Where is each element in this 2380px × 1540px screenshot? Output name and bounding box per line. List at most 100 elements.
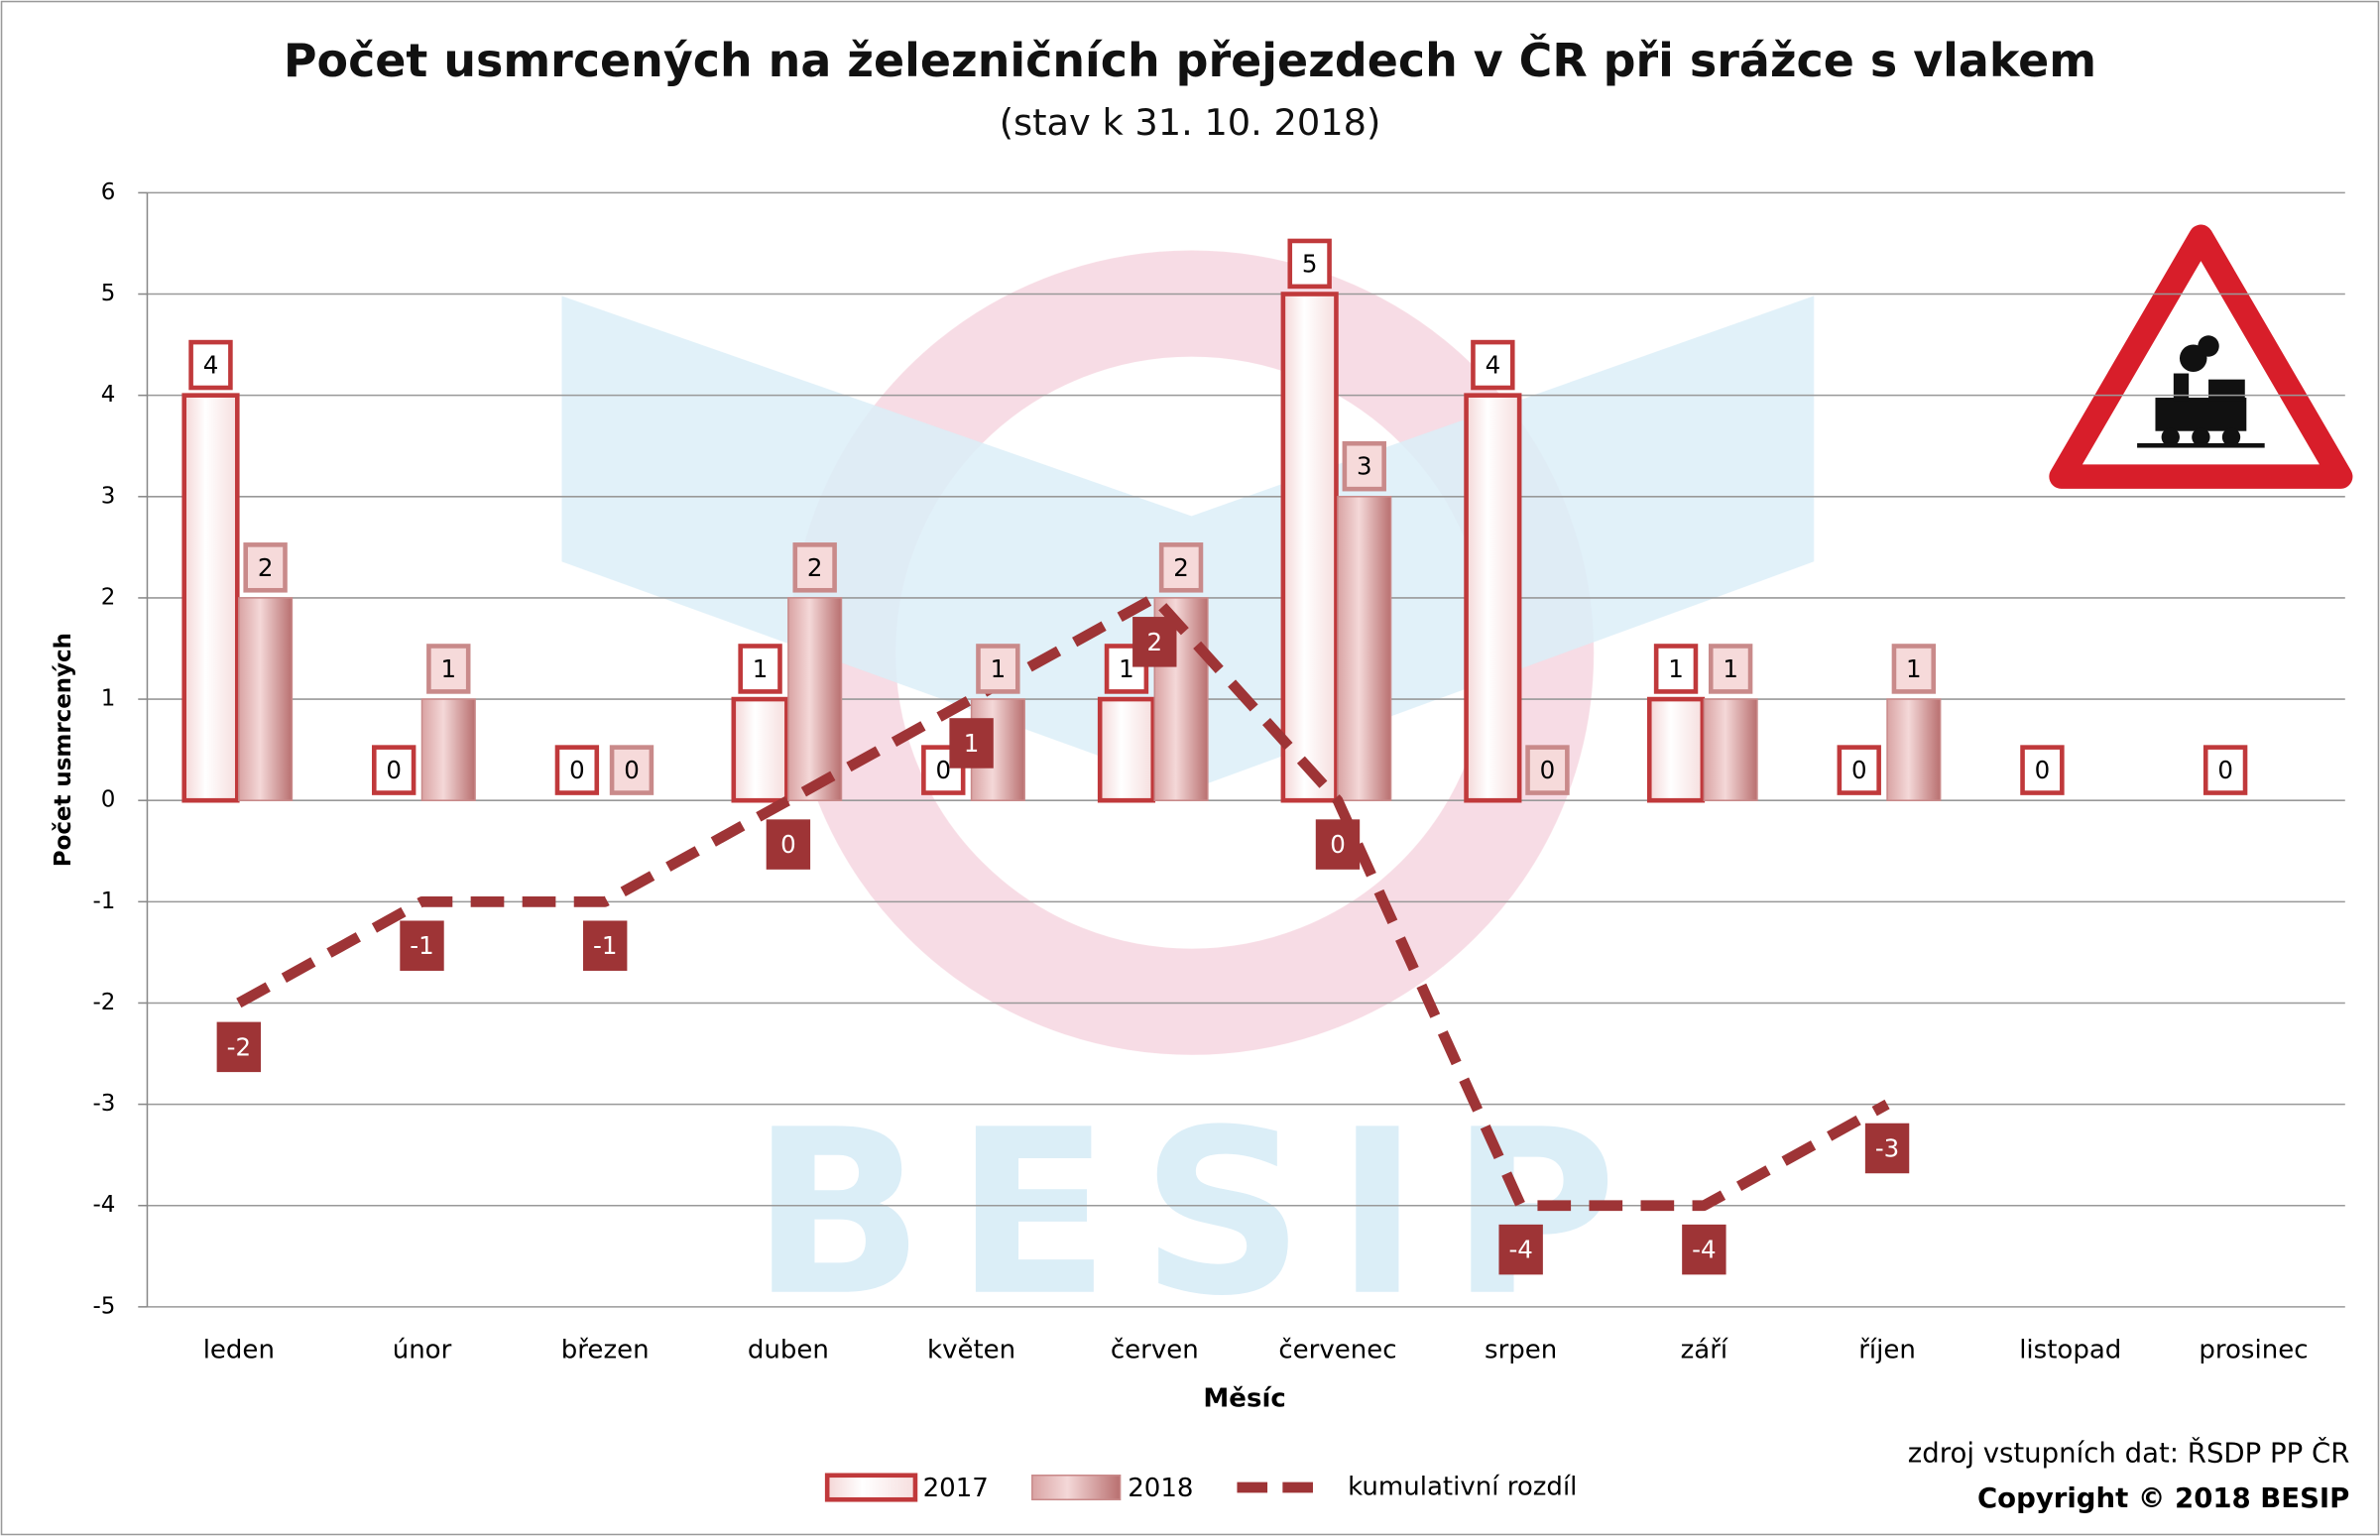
legend-swatch bbox=[824, 1473, 918, 1502]
data-label: 0 bbox=[780, 830, 796, 859]
bar bbox=[1280, 292, 1339, 803]
legend-swatch bbox=[1031, 1474, 1122, 1501]
x-tick-label: listopad bbox=[2019, 1336, 2121, 1365]
data-label-box bbox=[371, 745, 416, 795]
data-label-box bbox=[976, 644, 1020, 694]
bar bbox=[1097, 696, 1156, 803]
data-label: 0 bbox=[2035, 756, 2051, 784]
data-label: 1 bbox=[1723, 654, 1738, 683]
data-label: 2 bbox=[1146, 628, 1162, 656]
y-tick-label: -1 bbox=[92, 888, 115, 914]
data-label: 1 bbox=[441, 654, 457, 683]
data-label: 1 bbox=[1668, 654, 1684, 683]
x-tick-label: leden bbox=[203, 1336, 275, 1365]
data-label-box bbox=[1498, 1224, 1543, 1275]
data-label-box bbox=[554, 745, 600, 795]
bar bbox=[1703, 698, 1758, 801]
data-label-box bbox=[792, 542, 837, 593]
data-label-box bbox=[2202, 745, 2248, 795]
bar bbox=[1886, 698, 1942, 801]
x-tick-label: srpen bbox=[1485, 1336, 1557, 1365]
data-label: 3 bbox=[1357, 452, 1372, 481]
data-label: 0 bbox=[2217, 756, 2233, 784]
data-label-box bbox=[1525, 745, 1570, 795]
bar bbox=[1464, 393, 1522, 803]
y-tick-label: 1 bbox=[101, 686, 116, 712]
bar bbox=[731, 696, 789, 803]
data-label-box bbox=[738, 644, 782, 694]
data-label-box bbox=[583, 920, 628, 971]
data-label-box bbox=[1837, 745, 1881, 795]
x-tick-label: červenec bbox=[1278, 1336, 1396, 1365]
data-label: 5 bbox=[1302, 249, 1318, 278]
chart-title: Počet usmrcených na železničních přejezd… bbox=[284, 34, 2096, 87]
data-label-box bbox=[1653, 644, 1699, 694]
x-axis-label: Měsíc bbox=[1203, 1384, 1285, 1414]
data-label-box bbox=[1287, 238, 1332, 290]
legend-label: 2017 bbox=[923, 1474, 989, 1503]
data-label-box bbox=[1682, 1224, 1726, 1275]
data-label-box bbox=[1158, 542, 1204, 593]
data-label: 1 bbox=[753, 654, 769, 683]
data-label-box bbox=[1708, 644, 1753, 694]
data-label: 4 bbox=[203, 351, 219, 380]
y-tick-label: -2 bbox=[92, 990, 115, 1015]
data-label: 1 bbox=[991, 654, 1007, 683]
data-label: -2 bbox=[227, 1032, 251, 1061]
data-label-box bbox=[1132, 617, 1177, 667]
bar bbox=[420, 698, 476, 801]
y-tick-label: 2 bbox=[101, 584, 116, 610]
source: zdroj vstupních dat: ŘSDP PP ČR bbox=[1908, 1435, 2350, 1469]
data-label: -4 bbox=[1692, 1236, 1716, 1264]
data-label-box bbox=[2020, 745, 2065, 795]
data-label: 1 bbox=[1906, 654, 1922, 683]
data-label: -1 bbox=[410, 931, 433, 960]
line-series bbox=[236, 592, 1890, 1212]
data-label: 0 bbox=[1851, 756, 1867, 784]
data-label: 0 bbox=[569, 756, 585, 784]
x-tick-label: září bbox=[1681, 1336, 1728, 1365]
y-tick-label: 6 bbox=[101, 179, 116, 205]
x-tick-label: červen bbox=[1111, 1336, 1199, 1365]
data-label-box bbox=[949, 718, 994, 769]
legend-item: 2017 bbox=[824, 1473, 989, 1503]
data-label-box bbox=[400, 920, 444, 971]
x-tick-label: březen bbox=[561, 1336, 650, 1365]
data-label: -4 bbox=[1508, 1236, 1532, 1264]
data-label: 0 bbox=[1330, 830, 1346, 859]
data-label: -3 bbox=[1875, 1134, 1899, 1163]
data-label: 2 bbox=[1173, 553, 1189, 582]
watermark-text: BESIP bbox=[751, 1082, 1647, 1347]
y-tick-label: 0 bbox=[101, 787, 116, 813]
x-tick-label: únor bbox=[393, 1336, 452, 1365]
y-tick-label: 3 bbox=[101, 483, 116, 509]
data-label-box bbox=[1342, 440, 1386, 492]
legend-label: 2018 bbox=[1128, 1474, 1193, 1503]
y-tick-label: 4 bbox=[101, 382, 116, 408]
y-tick-label: -3 bbox=[92, 1091, 115, 1117]
data-label-box bbox=[766, 819, 811, 870]
x-tick-label: říjen bbox=[1858, 1336, 1916, 1365]
data-label: 4 bbox=[1486, 351, 1501, 380]
y-axis-label: Počet usmrcených bbox=[51, 633, 76, 867]
data-label-box bbox=[426, 644, 471, 694]
bar bbox=[787, 597, 843, 801]
chart-subtitle: (stav k 31. 10. 2018) bbox=[1000, 101, 1381, 144]
x-tick-label: prosinec bbox=[2199, 1336, 2308, 1365]
warning-sign bbox=[2049, 224, 2353, 489]
y-tick-label: 5 bbox=[101, 281, 116, 306]
data-label-box bbox=[1891, 644, 1937, 694]
data-label: 0 bbox=[386, 756, 402, 784]
bar bbox=[1337, 496, 1392, 801]
data-label: -1 bbox=[593, 931, 617, 960]
data-label-box bbox=[188, 339, 233, 391]
y-tick-label: -5 bbox=[92, 1293, 115, 1319]
data-label: 0 bbox=[935, 756, 951, 784]
data-label: 2 bbox=[258, 553, 274, 582]
data-label-box bbox=[1471, 339, 1515, 391]
y-tick-label: -4 bbox=[92, 1192, 115, 1218]
legend-label: kumulativní rozdíl bbox=[1348, 1473, 1577, 1502]
data-label-box bbox=[216, 1021, 262, 1073]
x-tick-label: květen bbox=[927, 1336, 1015, 1365]
